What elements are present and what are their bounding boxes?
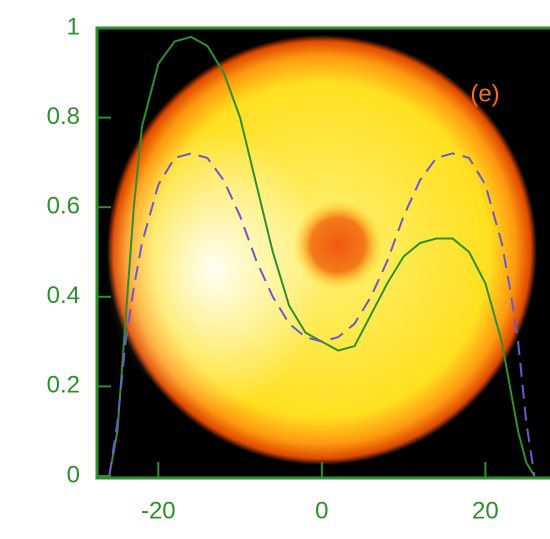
- y-tick-label: 0.8: [47, 103, 80, 130]
- x-tick-label: 20: [472, 497, 499, 524]
- y-tick-label: 0.2: [47, 372, 80, 399]
- y-tick-label: 1: [67, 13, 80, 40]
- plot: [108, 35, 536, 477]
- y-tick-label: 0: [67, 461, 80, 488]
- spot: [293, 200, 383, 290]
- bright-region: [105, 130, 325, 410]
- y-tick-label: 0.4: [47, 282, 80, 309]
- panel-label: (e): [470, 80, 499, 107]
- x-tick-label: 0: [315, 497, 328, 524]
- frame: [95, 26, 550, 480]
- y-tick-label: 0.6: [47, 193, 80, 220]
- x-tick-label: -20: [141, 497, 176, 524]
- series-line: [108, 152, 536, 477]
- disk-image: [105, 35, 537, 465]
